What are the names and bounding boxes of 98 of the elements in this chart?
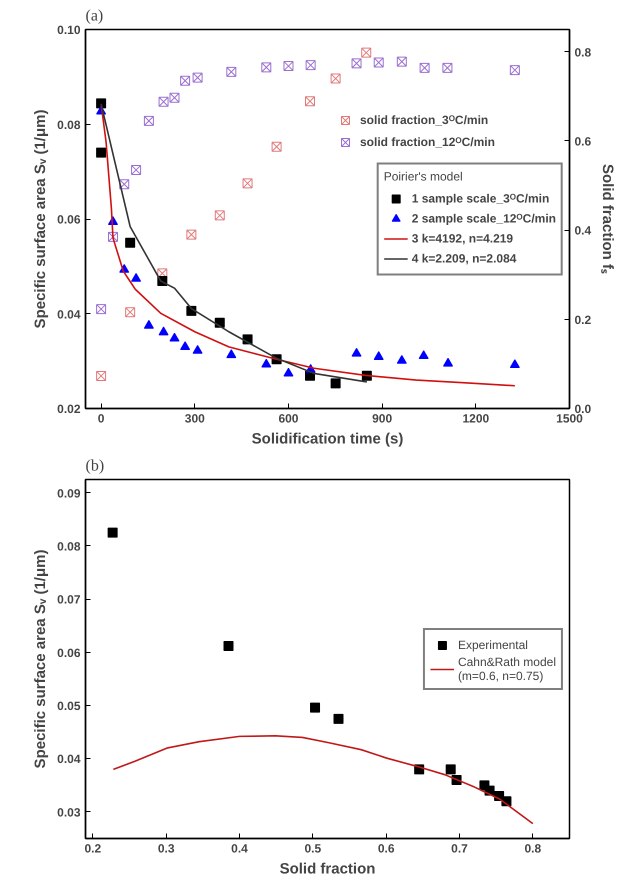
y-tick-label: 0.08 xyxy=(57,118,81,132)
point xyxy=(96,370,106,381)
y-tick-label: 0.03 xyxy=(57,805,81,820)
x-tick-label: 300 xyxy=(184,412,206,426)
line-series xyxy=(112,735,534,824)
y-tick-label: 0.09 xyxy=(57,486,81,500)
x-tick-label: 0.6 xyxy=(378,842,395,856)
point xyxy=(310,702,320,713)
point xyxy=(352,58,362,68)
legend-label: 2 sample scale_12ᴼC/min xyxy=(412,211,556,225)
y-tick-label: 0.08 xyxy=(57,539,81,554)
x-axis-title: Solidification time (s) xyxy=(252,430,404,448)
point xyxy=(131,164,142,175)
y-tick-label: 0.04 xyxy=(57,307,81,322)
x-tick-label: 600 xyxy=(278,412,299,426)
legend-label: 3 k=4192, n=4.219 xyxy=(412,231,514,245)
point xyxy=(192,72,203,83)
point xyxy=(330,378,341,388)
y-tick-label: 0.02 xyxy=(57,402,81,416)
y-axis-title: Specific surface area Sᵥ (1/μm) xyxy=(32,110,50,328)
y2-tick-label: 0.8 xyxy=(574,45,592,60)
legend-label: 1 sample scale_3ᴼC/min xyxy=(412,191,550,205)
point xyxy=(226,349,236,358)
point xyxy=(108,528,118,538)
point xyxy=(108,232,118,242)
point xyxy=(180,76,190,86)
point xyxy=(186,230,196,240)
y-tick-label: 0.10 xyxy=(57,23,81,37)
point xyxy=(261,358,272,368)
x-tick-label: 900 xyxy=(372,412,392,426)
point xyxy=(510,359,520,368)
x-tick-label: 0 xyxy=(98,412,105,426)
point xyxy=(131,272,142,282)
point xyxy=(144,320,154,329)
y2-tick-label: 0.6 xyxy=(574,134,592,148)
x-axis-title: Solid fraction xyxy=(280,860,376,878)
y-tick-label: 0.04 xyxy=(57,752,81,766)
y2-axis-title: Solid fraction fₛ xyxy=(599,164,616,274)
point xyxy=(169,92,180,103)
x-tick-label: 0.8 xyxy=(524,842,542,856)
point xyxy=(169,332,180,342)
y-tick-label: 0.06 xyxy=(57,646,81,660)
point xyxy=(157,268,168,278)
point xyxy=(420,62,430,73)
point xyxy=(125,238,136,248)
point xyxy=(226,66,236,77)
chart-title: (b) xyxy=(86,458,104,474)
point xyxy=(305,96,316,106)
point xyxy=(119,179,130,190)
point xyxy=(510,65,520,76)
x-tick-label: 0.5 xyxy=(304,842,322,856)
x-tick-label: 0.2 xyxy=(84,842,102,856)
legend-label: 4 k=2.209, n=2.084 xyxy=(412,251,516,265)
y-tick-label: 0.05 xyxy=(57,699,81,714)
point xyxy=(180,341,190,350)
point xyxy=(224,640,234,651)
x-tick-label: 0.3 xyxy=(158,842,175,856)
point xyxy=(374,57,384,68)
point xyxy=(242,178,253,188)
point xyxy=(96,148,106,158)
point xyxy=(125,307,136,318)
point xyxy=(418,350,429,360)
point xyxy=(158,326,169,336)
x-tick-label: 0.7 xyxy=(451,842,468,856)
point xyxy=(283,61,294,72)
legend-label: solid fraction_3ᴼC/min xyxy=(360,113,488,127)
legend-label: Experimental xyxy=(458,638,528,652)
point xyxy=(442,62,452,73)
point xyxy=(361,48,372,58)
point xyxy=(374,351,384,360)
x-tick-label: 0.4 xyxy=(231,842,248,856)
point xyxy=(261,62,272,72)
legend-label: solid fraction_12ᴼC/min xyxy=(360,135,495,149)
point xyxy=(144,116,154,126)
point xyxy=(214,210,225,220)
x-tick-label: 1500 xyxy=(556,412,584,426)
y2-tick-label: 0.2 xyxy=(574,312,592,327)
point xyxy=(334,714,344,724)
y-tick-label: 0.06 xyxy=(57,212,81,226)
point xyxy=(192,345,203,354)
point xyxy=(96,304,106,314)
y2-tick-label: 0.4 xyxy=(574,224,592,238)
point xyxy=(283,368,294,377)
legend-label: Cahn&Rath model (m=0.6, n=0.75) xyxy=(458,654,556,682)
point xyxy=(443,358,454,367)
point xyxy=(306,60,316,70)
chart-title: (a) xyxy=(86,8,104,24)
point xyxy=(352,348,362,357)
y-tick-label: 0.07 xyxy=(57,592,81,607)
y-axis-title: Specific surface area Sᵥ (1/μm) xyxy=(32,550,50,768)
point xyxy=(330,74,341,84)
legend-title: Poirier's model xyxy=(384,169,464,183)
point xyxy=(396,56,407,67)
point xyxy=(396,354,407,364)
x-tick-label: 1200 xyxy=(462,412,490,426)
point xyxy=(272,142,282,152)
point xyxy=(158,96,169,107)
point xyxy=(446,764,456,774)
